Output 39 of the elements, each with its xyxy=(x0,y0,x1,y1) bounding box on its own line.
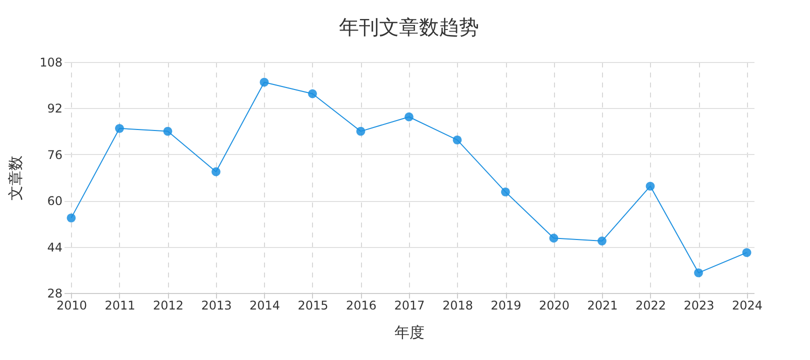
point xyxy=(742,248,752,258)
x-tick-label: 2014 xyxy=(249,298,280,312)
point xyxy=(501,187,510,196)
x-axis-title: 年度 xyxy=(394,324,424,342)
y-tick-label: 60 xyxy=(47,194,62,208)
x-tick-label: 2010 xyxy=(56,298,88,312)
x-tick-label: 2011 xyxy=(104,298,136,312)
x-tick-label: 2020 xyxy=(538,298,570,312)
y-axis-title: 文章数 xyxy=(6,156,25,200)
point xyxy=(308,89,317,98)
x-tick-label: 2022 xyxy=(635,298,666,312)
x-tick-label: 2013 xyxy=(201,298,232,312)
y-tick-label: 108 xyxy=(40,56,62,70)
point xyxy=(163,126,172,136)
point xyxy=(115,124,124,133)
x-tick-label: 2024 xyxy=(732,298,763,312)
point xyxy=(404,112,414,122)
point xyxy=(598,236,606,246)
y-tick-label: 76 xyxy=(47,148,62,162)
point xyxy=(260,78,269,87)
x-tick-label: 2015 xyxy=(298,298,328,312)
y-tick-label: 44 xyxy=(47,240,62,254)
y-tick-label: 28 xyxy=(47,286,62,300)
x-tick-label: 2018 xyxy=(442,298,474,312)
y-tick-label: 92 xyxy=(47,102,62,116)
point xyxy=(356,126,366,136)
point xyxy=(549,234,558,243)
chart-title: 年刊文章数趋势 xyxy=(339,15,479,39)
x-tick-label: 2021 xyxy=(587,298,618,312)
x-tick-label: 2012 xyxy=(152,298,184,312)
point xyxy=(66,213,76,222)
point xyxy=(694,268,703,278)
point xyxy=(646,182,655,191)
x-tick-label: 2017 xyxy=(394,298,425,312)
x-tick-label: 2016 xyxy=(346,298,377,312)
point xyxy=(212,167,220,176)
x-tick-label: 2019 xyxy=(490,298,522,312)
x-tick-label: 2023 xyxy=(684,298,714,312)
point xyxy=(452,136,462,144)
